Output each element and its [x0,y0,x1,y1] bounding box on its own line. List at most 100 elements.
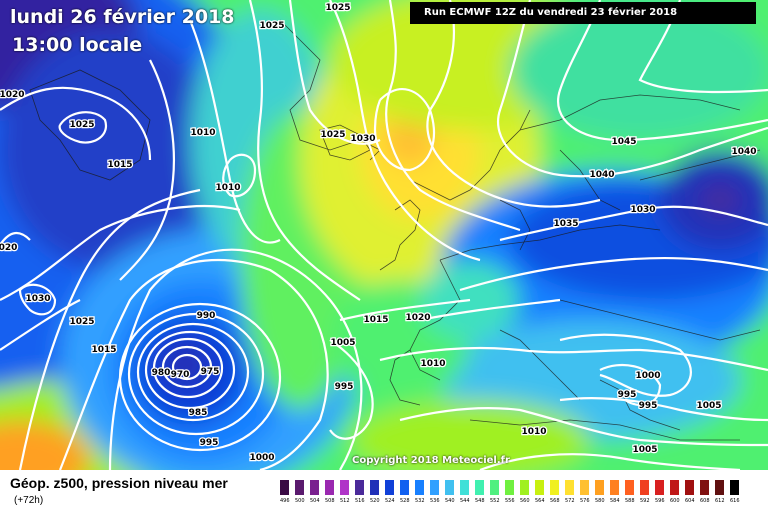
legend-value: 516 [355,498,365,504]
isobar-label: 020 [0,243,17,253]
legend-value: 552 [490,498,500,504]
isobar-label: 1040 [589,170,614,180]
legend-swatch [595,480,604,495]
legend-swatch [700,480,709,495]
forecast-hours: (+72h) [14,495,44,506]
legend-value: 532 [415,498,425,504]
isobar-labels: 1025 1025 1020 1025 1010 1015 1010 1025 1030 1045… [0,2,758,465]
legend-swatch [655,480,664,495]
legend-value: 540 [445,498,455,504]
legend-swatch [460,480,469,495]
legend-value: 536 [430,498,440,504]
legend-swatch [280,480,289,495]
isobar-label: 1025 [320,130,345,140]
forecast-time: 13:00 locale [12,34,143,56]
isobar-label: 1020 [405,313,430,323]
isobar-label: 995 [639,401,658,411]
legend-swatch [430,480,439,495]
isobar-label: 1005 [632,445,657,455]
legend-swatch [640,480,649,495]
legend-swatch [295,480,304,495]
isobar-label: 1020 [0,90,25,100]
legend-value: 508 [325,498,335,504]
legend-swatch [610,480,619,495]
isobar-label: 1025 [325,3,350,13]
legend-swatch [490,480,499,495]
isobar-label: 1030 [25,294,50,304]
legend-swatch [715,480,724,495]
isobars [0,0,768,470]
legend-value: 596 [655,498,665,504]
isobar-label: 1015 [107,160,132,170]
legend-value: 564 [535,498,545,504]
forecast-date: lundi 26 février 2018 [10,6,235,28]
isobar-label: 1010 [521,427,546,437]
legend-value: 584 [610,498,620,504]
legend-swatch [535,480,544,495]
isobar-label: 1005 [330,338,355,348]
legend-value: 524 [385,498,395,504]
model-run-banner: Run ECMWF 12Z du vendredi 23 février 201… [410,2,756,24]
legend-value: 520 [370,498,380,504]
isobar-label: 975 [201,367,220,377]
legend-value: 560 [520,498,530,504]
legend-swatch [445,480,454,495]
legend-value: 612 [715,498,725,504]
legend-value: 500 [295,498,305,504]
map-title: Géop. z500, pression niveau mer [10,475,228,491]
map-footer: Géop. z500, pression niveau mer (+72h) 4… [0,470,768,512]
legend-swatch [325,480,334,495]
legend-value: 504 [310,498,320,504]
isobar-label: 1000 [635,371,660,381]
isobar-label: 1040 [731,147,756,157]
geopotential-map: 1025 1025 1020 1025 1010 1015 1010 1025 1030 1045… [0,0,768,470]
legend-swatch [730,480,739,495]
isobar-label: 990 [197,311,216,321]
isobar-label: 995 [335,382,354,392]
isobar-label: 1005 [696,401,721,411]
isobar-label: 1030 [350,134,375,144]
legend-swatch [385,480,394,495]
legend-swatch [355,480,364,495]
legend-swatch [550,480,559,495]
legend-value: 556 [505,498,515,504]
legend-swatch [580,480,589,495]
legend-value: 616 [730,498,740,504]
legend-value: 572 [565,498,575,504]
isobar-label: 985 [189,408,208,418]
legend-swatch [565,480,574,495]
legend-value: 548 [475,498,485,504]
legend-value: 568 [550,498,560,504]
legend-swatch [685,480,694,495]
legend-swatch [310,480,319,495]
isobar-label: 1025 [69,120,94,130]
legend-value: 512 [340,498,350,504]
isobar-label: 1035 [553,219,578,229]
isobar-label: 1045 [611,137,636,147]
legend-value: 608 [700,498,710,504]
legend-value: 604 [685,498,695,504]
legend-swatch [415,480,424,495]
legend-swatch [400,480,409,495]
isobar-label: 1015 [91,345,116,355]
legend-value: 576 [580,498,590,504]
isobar-label: 1015 [363,315,388,325]
isobar-label: 1000 [249,453,274,463]
isobar-label: 995 [200,438,219,448]
legend-swatch [505,480,514,495]
legend-swatch [340,480,349,495]
isobar-label: 980 [152,368,171,378]
isobar-label: 995 [618,390,637,400]
isobar-label: 970 [171,370,190,380]
legend-value: 496 [280,498,290,504]
legend-value: 588 [625,498,635,504]
legend-swatch [475,480,484,495]
legend-swatch [670,480,679,495]
legend-value: 528 [400,498,410,504]
legend-value: 580 [595,498,605,504]
isobar-label: 1010 [190,128,215,138]
legend-value: 592 [640,498,650,504]
isobar-label: 1010 [215,183,240,193]
legend-swatch [370,480,379,495]
